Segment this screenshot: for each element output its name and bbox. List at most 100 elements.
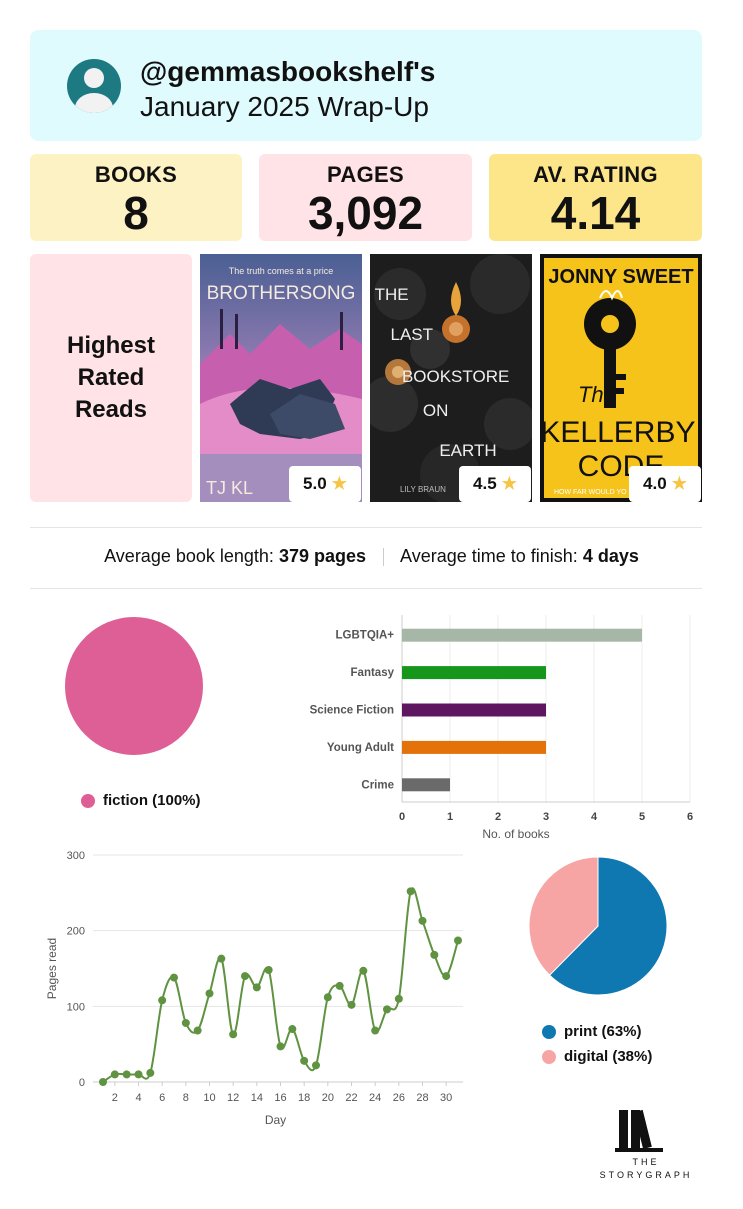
line-y-tick-label: 300	[67, 850, 85, 862]
averages-line: Average book length: 379 pages Average t…	[0, 546, 743, 567]
print-legend-label: print (63%)	[564, 1023, 642, 1040]
line-x-tick-label: 12	[227, 1092, 239, 1104]
book-cover-brothersong[interactable]: The truth comes at a price BROTHERSONG T…	[200, 254, 362, 502]
format-pie-chart	[528, 856, 668, 996]
books-label: BOOKS	[94, 162, 178, 187]
bar-category-label: LGBTQIA+	[336, 630, 395, 642]
line-point	[394, 994, 403, 1003]
line-point	[347, 1000, 356, 1009]
rating-label: AV. RATING	[533, 162, 658, 187]
legend-dot	[81, 793, 95, 808]
bar-x-tick-label: 6	[687, 811, 693, 823]
bar-x-tick-label: 2	[495, 811, 501, 823]
star-icon: ★	[501, 474, 517, 493]
line-point	[312, 1061, 320, 1070]
storygraph-logo-icon	[615, 1109, 663, 1152]
last-bookstore-author: LILY BRAUN	[400, 485, 446, 494]
line-point	[264, 966, 273, 975]
line-y-tick-label: 200	[67, 926, 85, 938]
pages-line-series	[102, 887, 459, 1083]
line-x-tick-label: 24	[369, 1092, 381, 1104]
bar-fantasy	[402, 666, 546, 680]
rating-badge: 5.0 ★	[289, 466, 361, 502]
line-y-tick-label: 0	[79, 1077, 85, 1089]
avg-time-value: 4 days	[582, 546, 639, 566]
pie-slice-fiction	[65, 617, 203, 755]
books-stat-card: BOOKS 8	[30, 154, 242, 241]
line-x-tick-label: 10	[203, 1092, 215, 1104]
highest-rated-heading-box: Highest Rated Reads	[30, 254, 192, 502]
bar-x-tick-label: 1	[447, 811, 453, 823]
line-x-tick-label: 8	[183, 1092, 189, 1104]
rating-value-text: 5.0	[303, 474, 327, 493]
pages-stat-card: PAGES 3,092	[259, 154, 472, 241]
line-point	[217, 954, 226, 963]
line-x-tick-label: 14	[251, 1092, 263, 1104]
line-point	[158, 996, 167, 1005]
bar-category-label: Science Fiction	[310, 705, 394, 717]
line-x-tick-label: 6	[159, 1092, 165, 1104]
rating-badge: 4.5 ★	[459, 466, 531, 502]
book-cover-kellerby-code[interactable]: JONNY SWEET The KELLERBY CODE HOW FAR WO…	[540, 254, 702, 502]
bar-lgbtqia-	[402, 628, 642, 642]
rating-badge: 4.0 ★	[629, 466, 701, 502]
line-point	[430, 950, 439, 959]
fiction-legend-label: fiction (100%)	[103, 792, 201, 809]
line-point	[181, 1018, 190, 1027]
avatar-icon	[67, 59, 121, 113]
kellerby-code-cover-art: JONNY SWEET The KELLERBY CODE HOW FAR WO…	[540, 254, 702, 502]
bar-x-tick-label: 0	[399, 811, 405, 823]
line-x-tick-label: 2	[112, 1092, 118, 1104]
digital-legend-item: digital (38%)	[542, 1048, 652, 1065]
line-point	[252, 983, 261, 992]
line-point	[383, 1005, 391, 1014]
books-value: 8	[123, 187, 149, 239]
avg-time-label: Average time to finish:	[400, 546, 578, 566]
brothersong-cover-art: The truth comes at a price BROTHERSONG T…	[200, 254, 362, 502]
line-x-tick-label: 28	[416, 1092, 428, 1104]
line-point	[170, 973, 178, 982]
pages-value: 3,092	[307, 187, 424, 239]
username-title: @gemmasbookshelf's	[140, 56, 436, 87]
brand-line1: THE	[632, 1157, 660, 1167]
line-x-tick-label: 20	[322, 1092, 334, 1104]
line-point	[442, 972, 451, 981]
line-point	[146, 1068, 155, 1077]
line-point	[359, 966, 368, 975]
last-bookstore-title: THE LAST BOOKSTORE ON EARTH	[375, 285, 514, 460]
line-point	[454, 936, 462, 945]
wrap-up-subtitle: January 2025 Wrap-Up	[140, 91, 429, 122]
line-x-tick-label: 30	[440, 1092, 452, 1104]
bar-x-axis-label: No. of books	[482, 827, 549, 841]
last-bookstore-cover-art: THE LAST BOOKSTORE ON EARTH LILY BRAUN	[370, 254, 532, 502]
rating-value-text: 4.0	[643, 474, 667, 493]
fiction-pie-chart	[65, 617, 203, 755]
bar-x-tick-label: 5	[639, 811, 645, 823]
brand-line2: STORYGRAPH	[599, 1170, 693, 1180]
star-icon: ★	[671, 474, 687, 493]
line-point	[371, 1026, 380, 1035]
line-x-tick-label: 18	[298, 1092, 310, 1104]
brothersong-author: TJ KL	[206, 478, 253, 498]
line-point	[122, 1070, 131, 1079]
brothersong-tagline: The truth comes at a price	[229, 266, 334, 276]
book-cover-last-bookstore[interactable]: THE LAST BOOKSTORE ON EARTH LILY BRAUN 4…	[370, 254, 532, 502]
divider-top	[30, 527, 702, 528]
bar-category-label: Fantasy	[351, 667, 395, 679]
line-point	[193, 1026, 202, 1035]
pages-label: PAGES	[327, 162, 404, 187]
averages-separator	[383, 548, 385, 567]
line-point	[99, 1078, 107, 1086]
line-point	[300, 1056, 309, 1065]
legend-dot	[542, 1024, 556, 1039]
line-y-tick-label: 100	[67, 1001, 85, 1013]
bar-crime	[402, 778, 450, 792]
bar-science-fiction	[402, 703, 546, 717]
line-x-tick-label: 4	[135, 1092, 141, 1104]
line-point	[241, 972, 249, 981]
legend-dot	[542, 1049, 556, 1064]
bar-young-adult	[402, 740, 546, 754]
line-point	[418, 916, 427, 925]
line-x-tick-label: 26	[393, 1092, 405, 1104]
